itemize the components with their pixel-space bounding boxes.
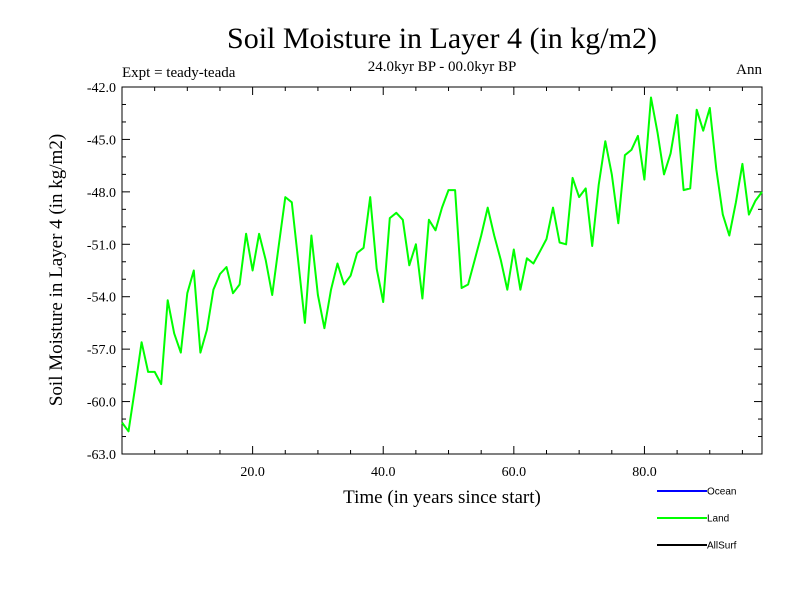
series-line-land: [121, 96, 763, 433]
y-tick-label: -51.0: [87, 238, 116, 253]
y-tick-label: -48.0: [87, 186, 116, 201]
x-axis-label: Time (in years since start): [343, 487, 541, 508]
plot-frame: [121, 86, 763, 455]
season-label: Ann: [736, 62, 762, 78]
expt-label: Expt = teady-teada: [122, 65, 236, 81]
legend-label-allsurf: AllSurf: [707, 541, 737, 552]
x-tick-label: 80.0: [632, 465, 657, 480]
y-tick-label: -60.0: [87, 396, 116, 411]
x-tick-label: 40.0: [371, 465, 396, 480]
y-tick-label: -57.0: [87, 343, 116, 358]
axis-ticks: [122, 86, 762, 455]
x-tick-label: 60.0: [502, 465, 527, 480]
y-tick-label: -63.0: [87, 448, 116, 463]
legend-label-land: Land: [707, 514, 729, 525]
chart-subtitle: 24.0kyr BP - 00.0kyr BP: [368, 59, 517, 75]
y-tick-label: -42.0: [87, 81, 116, 96]
plot-area: -42.0 -45.0 -48.0 -51.0 -54.0 -57.0 -60.0 -63.0…: [87, 81, 763, 480]
y-axis-label: Soil Moisture in Layer 4 (in kg/m2): [46, 134, 67, 406]
series-layer: [121, 96, 763, 433]
chart-title: Soil Moisture in Layer 4 (in kg/m2): [227, 22, 657, 55]
y-tick-label: -45.0: [87, 133, 116, 148]
legend: Ocean Land AllSurf: [657, 487, 737, 552]
x-tick-label: 20.0: [240, 465, 265, 480]
legend-label-ocean: Ocean: [707, 487, 736, 498]
axis-tick-labels: -42.0 -45.0 -48.0 -51.0 -54.0 -57.0 -60.0 -63.0…: [87, 81, 657, 480]
y-tick-label: -54.0: [87, 291, 116, 306]
